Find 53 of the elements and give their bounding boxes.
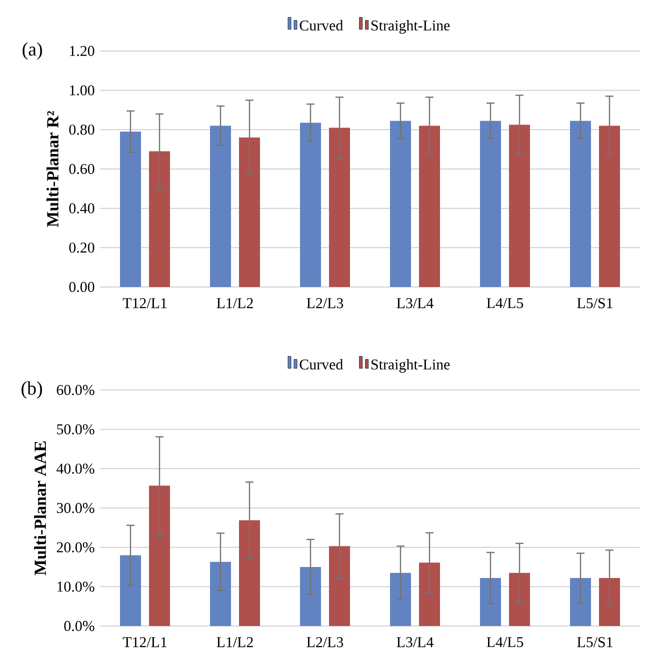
bar <box>390 120 411 287</box>
bar <box>210 126 231 287</box>
bar <box>300 122 321 287</box>
x-tick-label: L5/S1 <box>577 298 612 308</box>
y-tick-label: 0.60 <box>69 164 94 174</box>
bar <box>570 120 591 287</box>
x-tick-label: L2/L3 <box>306 637 344 648</box>
bar <box>480 120 501 287</box>
bar <box>300 567 321 626</box>
bar <box>599 126 620 287</box>
legend-label: Straight-Line <box>372 20 450 34</box>
text: (a) <box>22 42 42 60</box>
y-tick-label: 1.20 <box>70 46 94 56</box>
bar <box>419 126 440 287</box>
y-tick-label: 0.20 <box>69 242 94 253</box>
y-tick-label: 1.00 <box>70 85 94 96</box>
x-tick-label: T12/L1 <box>122 298 167 308</box>
y-tick-label: 60.0% <box>56 384 94 396</box>
x-tick-label: L1/L2 <box>216 637 253 648</box>
x-tick-label: L3/L4 <box>396 637 434 648</box>
bar <box>149 151 170 287</box>
y-axis-title: Multi-Planar AAE <box>34 441 46 576</box>
bar <box>329 546 350 626</box>
y-axis-title: Multi-Planar R² <box>46 111 59 227</box>
bar <box>120 132 141 287</box>
y-tick-label: 0.40 <box>69 203 94 214</box>
x-tick-label: L4/L5 <box>486 637 524 648</box>
text: (b) <box>22 381 42 399</box>
bar <box>210 562 231 626</box>
bar <box>120 555 141 626</box>
y-tick-label: 0.0% <box>64 620 94 632</box>
y-tick-label: 10.0% <box>58 582 94 592</box>
legend-label: Curved <box>300 359 343 370</box>
y-tick-label: 20.0% <box>56 542 94 552</box>
bar <box>329 128 350 287</box>
bar <box>509 124 530 287</box>
x-tick-label: L2/L3 <box>306 298 344 308</box>
bar <box>239 520 260 626</box>
x-tick-label: L4/L5 <box>486 298 524 308</box>
y-tick-label: 50.0% <box>57 424 94 434</box>
bar <box>239 138 260 287</box>
y-tick-label: 0.80 <box>69 124 94 135</box>
x-tick-label: L5/S1 <box>577 637 612 648</box>
legend-label: Curved <box>300 20 343 31</box>
x-tick-label: L3/L4 <box>396 298 434 308</box>
legend-label: Straight-Line <box>372 359 450 373</box>
x-tick-label: T12/L1 <box>122 637 167 648</box>
y-tick-label: 30.0% <box>56 502 94 514</box>
y-tick-label: 0.00 <box>69 282 94 292</box>
x-tick-label: L1/L2 <box>216 298 253 308</box>
y-tick-label: 40.0% <box>56 464 94 474</box>
bar <box>419 562 440 626</box>
bar <box>149 486 170 626</box>
